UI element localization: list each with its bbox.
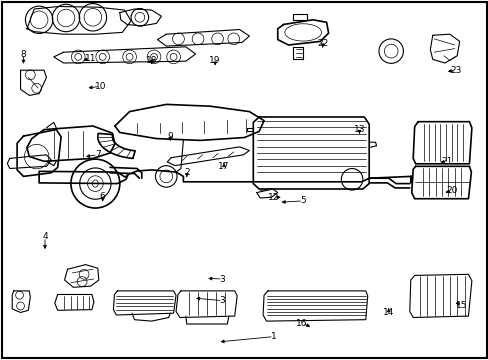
Text: 16: 16 [296, 319, 307, 328]
Text: 8: 8 [20, 50, 26, 59]
Text: 3: 3 [219, 274, 225, 284]
Text: 23: 23 [449, 66, 461, 75]
Text: 6: 6 [100, 192, 105, 201]
Text: 14: 14 [382, 308, 394, 317]
Text: 19: 19 [209, 56, 221, 65]
Text: 20: 20 [446, 186, 457, 195]
Text: 21: 21 [441, 157, 452, 166]
Text: 1: 1 [270, 332, 276, 341]
Text: 18: 18 [145, 56, 157, 65]
Text: 9: 9 [167, 132, 173, 141]
Text: 13: 13 [353, 125, 365, 134]
Text: 17: 17 [218, 162, 229, 171]
Text: 12: 12 [267, 193, 279, 202]
Text: 7: 7 [95, 150, 101, 159]
Text: 22: 22 [316, 40, 328, 49]
Text: 2: 2 [183, 168, 189, 177]
Text: 15: 15 [455, 301, 467, 310]
Text: 10: 10 [94, 82, 106, 91]
Text: 4: 4 [42, 233, 48, 242]
Text: 3: 3 [219, 296, 225, 305]
Text: 11: 11 [84, 54, 96, 63]
Text: 5: 5 [300, 197, 305, 206]
